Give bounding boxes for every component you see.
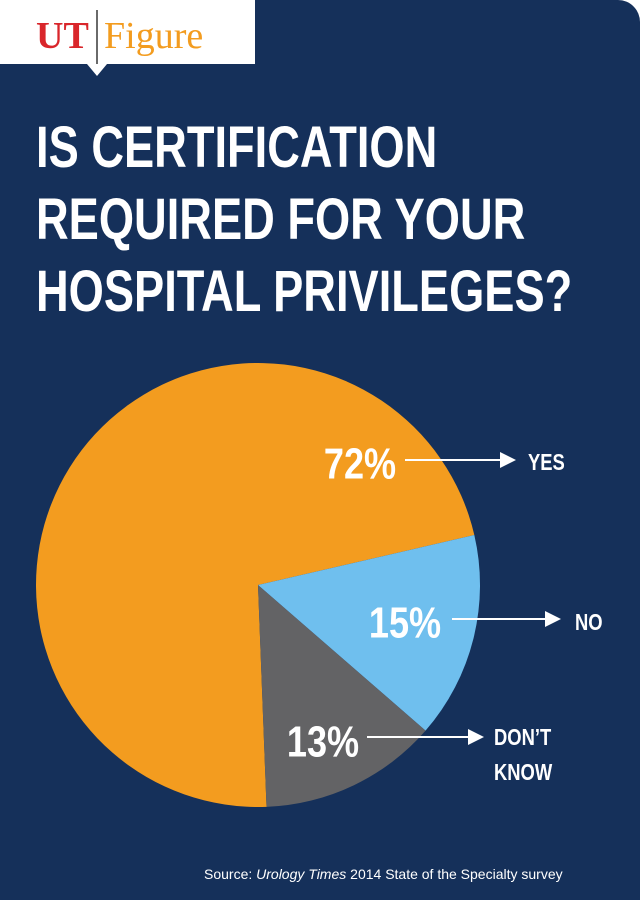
slice-percent-label: 15% [369, 598, 441, 647]
slice-category-label: KNOW [494, 760, 553, 785]
slice-percent-label: 72% [324, 439, 396, 488]
title-line: HOSPITAL PRIVILEGES? [36, 259, 573, 324]
slice-no [258, 535, 480, 731]
title-line: IS CERTIFICATION [36, 115, 438, 180]
arrow-right-icon [468, 729, 484, 745]
slice-dont-know [258, 585, 426, 807]
logo-ut: UT [36, 15, 89, 57]
slice-category-label: NO [575, 610, 603, 635]
source-note: Source: Urology Times 2014 State of the … [204, 866, 563, 882]
source-suffix: 2014 State of the Specialty survey [346, 866, 563, 882]
logo-figure: Figure [104, 15, 204, 57]
title-line: REQUIRED FOR YOUR [36, 187, 526, 252]
logo-divider [96, 10, 98, 66]
slice-category-label: DON’T [494, 725, 551, 750]
slice-yes [36, 362, 475, 807]
logo: UT Figure [0, 0, 255, 66]
source-prefix: Source: [204, 866, 257, 882]
source-publication: Urology Times [256, 866, 347, 882]
page-title: IS CERTIFICATION REQUIRED FOR YOUR HOSPI… [36, 112, 573, 328]
logo-arrow-icon [87, 64, 107, 76]
slice-percent-label: 13% [287, 717, 359, 766]
arrow-right-icon [500, 452, 516, 468]
slice-category-label: YES [528, 450, 565, 475]
arrow-right-icon [545, 611, 561, 627]
